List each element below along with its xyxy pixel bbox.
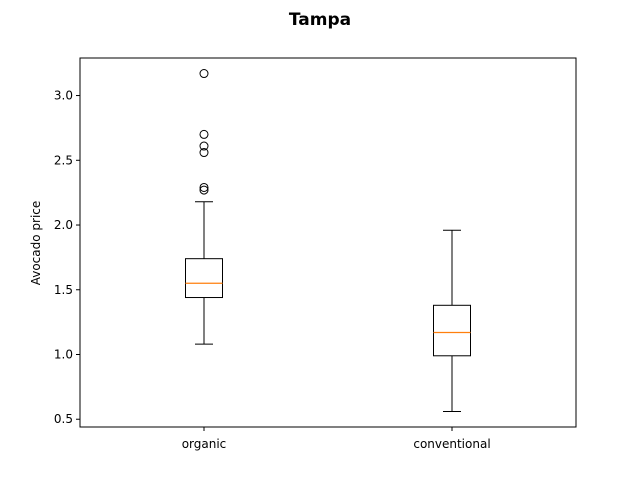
outlier-point — [199, 182, 209, 192]
axes-frame — [79, 57, 577, 428]
box-organic — [185, 258, 223, 299]
y-tick-label: 2.5 — [54, 153, 73, 167]
y-axis-label: Avocado price — [29, 201, 43, 286]
chart-title: Tampa — [289, 10, 351, 30]
outlier-point — [199, 148, 209, 158]
y-tick-label: 3.0 — [54, 89, 73, 103]
x-tick-label-conventional: conventional — [413, 437, 490, 451]
outlier-point — [199, 141, 209, 151]
plot-area: 0.5 1.0 1.5 2.0 2.5 3.0 organic conventional — [54, 69, 491, 451]
box-conventional — [433, 304, 471, 357]
y-tick-label: 1.5 — [54, 283, 73, 297]
outlier-point — [199, 69, 209, 79]
outlier-point — [199, 129, 209, 139]
outlier-point — [199, 185, 209, 195]
y-tick-label: 0.5 — [54, 412, 73, 426]
x-tick-label-organic: organic — [182, 437, 227, 451]
y-tick-label: 1.0 — [54, 347, 73, 361]
y-tick-label: 2.0 — [54, 218, 73, 232]
